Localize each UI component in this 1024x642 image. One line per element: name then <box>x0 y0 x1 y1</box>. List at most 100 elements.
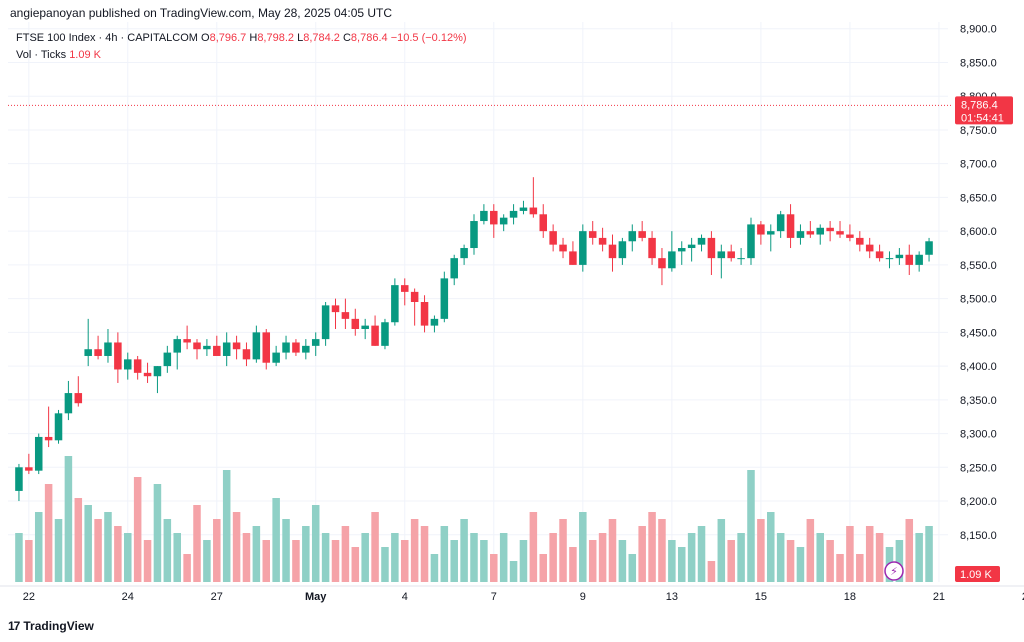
candle-body <box>242 349 251 360</box>
candle-body <box>34 436 43 471</box>
candle-body <box>44 436 53 441</box>
volume-bar <box>598 533 607 582</box>
candle-body <box>579 231 587 265</box>
x-tick-label: 24 <box>122 591 134 603</box>
y-tick-label: 8,250.0 <box>960 462 997 474</box>
y-tick-label: 8,300.0 <box>960 429 997 441</box>
tradingview-logo-icon: 17 <box>8 619 20 633</box>
volume-bar <box>905 519 914 582</box>
candle-body <box>292 342 300 353</box>
candle-body <box>549 231 557 245</box>
candle-body <box>252 332 261 360</box>
candle-body <box>410 291 419 302</box>
candle-body <box>668 251 676 269</box>
candle-body <box>638 231 646 238</box>
volume-legend: Vol · Ticks 1.09 K <box>16 49 101 61</box>
volume-bar <box>114 526 122 582</box>
volume-bar <box>826 540 834 582</box>
candle-body <box>381 322 389 346</box>
candle-body <box>222 342 231 356</box>
candle-body <box>331 305 340 313</box>
volume-bar <box>865 526 874 582</box>
candle-body <box>54 413 63 441</box>
candle-body <box>559 244 567 252</box>
candle-body <box>717 251 726 259</box>
tradingview-footer[interactable]: 17 TradingView <box>8 619 94 633</box>
candle-body <box>836 231 844 235</box>
candle-body <box>885 258 894 260</box>
volume-bar <box>15 533 23 582</box>
candle-body <box>104 342 112 356</box>
volume-bar <box>64 456 73 582</box>
symbol-label[interactable]: FTSE 100 Index · 4h · CAPITALCOM <box>16 32 198 44</box>
candle-body <box>430 318 439 326</box>
volume-bar <box>628 554 637 582</box>
volume-bar <box>915 533 923 582</box>
volume-bar <box>648 512 656 582</box>
volume-bar <box>262 540 271 582</box>
volume-bar <box>361 533 369 582</box>
volume-bar <box>460 519 468 582</box>
volume-bar <box>163 519 172 582</box>
candle-body <box>163 352 172 367</box>
candle-body <box>400 285 409 292</box>
y-tick-label: 8,750.0 <box>960 125 997 137</box>
candle-body <box>262 332 271 363</box>
candle-body <box>727 251 735 259</box>
candle-body <box>133 359 142 373</box>
volume-bar <box>440 526 449 582</box>
volume-bar <box>450 540 458 582</box>
candle-body <box>153 366 162 377</box>
volume-bar <box>222 470 231 582</box>
volume-bar <box>707 561 716 582</box>
volume-bar <box>677 547 686 582</box>
candle-body <box>173 339 181 353</box>
volume-bar <box>796 547 805 582</box>
candle-body <box>341 312 350 319</box>
candle-body <box>677 248 686 252</box>
volume-label[interactable]: Vol · Ticks <box>16 49 67 61</box>
candle-body <box>321 305 330 340</box>
candle-body <box>776 214 785 232</box>
low-label: L <box>297 32 304 44</box>
volume-bar <box>54 519 63 582</box>
volume-bar <box>697 526 706 582</box>
low-value: 8,784.2 <box>303 32 340 44</box>
x-tick-label: May <box>305 591 327 603</box>
volume-bar <box>895 540 904 582</box>
volume-bar <box>341 526 350 582</box>
candle-body <box>796 231 805 238</box>
volume-bar <box>737 533 745 582</box>
volume-bar <box>94 519 102 582</box>
close-label: C <box>342 32 351 44</box>
volume-bar <box>836 554 844 582</box>
candle-body <box>84 349 92 356</box>
volume-bar <box>519 540 528 582</box>
close-value: 8,786.4 <box>350 32 388 44</box>
volume-bar <box>687 533 696 582</box>
y-tick-label: 8,450.0 <box>960 327 997 339</box>
candle-body <box>480 210 488 222</box>
volume-bar <box>371 512 379 582</box>
volume-bar <box>74 498 83 582</box>
candle-body <box>628 231 637 242</box>
candle-body <box>687 244 696 249</box>
volume-bar <box>480 540 488 582</box>
volume-bar <box>331 540 340 582</box>
lightning-icon <box>884 561 904 581</box>
volume-bar <box>757 519 765 582</box>
volume-bar <box>816 533 824 582</box>
candle-body <box>697 237 706 245</box>
volume-bar <box>658 519 666 582</box>
volume-bar <box>104 512 112 582</box>
volume-bar <box>747 470 755 582</box>
y-tick-label: 8,900.0 <box>960 24 997 36</box>
volume-bar <box>470 533 478 582</box>
candle-body <box>183 339 191 343</box>
x-tick-label: 21 <box>933 591 945 603</box>
open-label: O <box>201 32 210 44</box>
volume-bar <box>311 505 320 582</box>
lightning-glyph: ⚡ <box>890 565 898 578</box>
volume-bar <box>242 533 251 582</box>
